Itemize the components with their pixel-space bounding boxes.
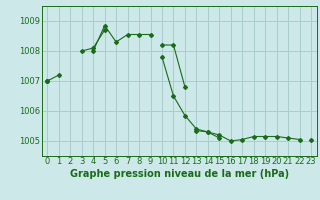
X-axis label: Graphe pression niveau de la mer (hPa): Graphe pression niveau de la mer (hPa) xyxy=(70,169,289,179)
